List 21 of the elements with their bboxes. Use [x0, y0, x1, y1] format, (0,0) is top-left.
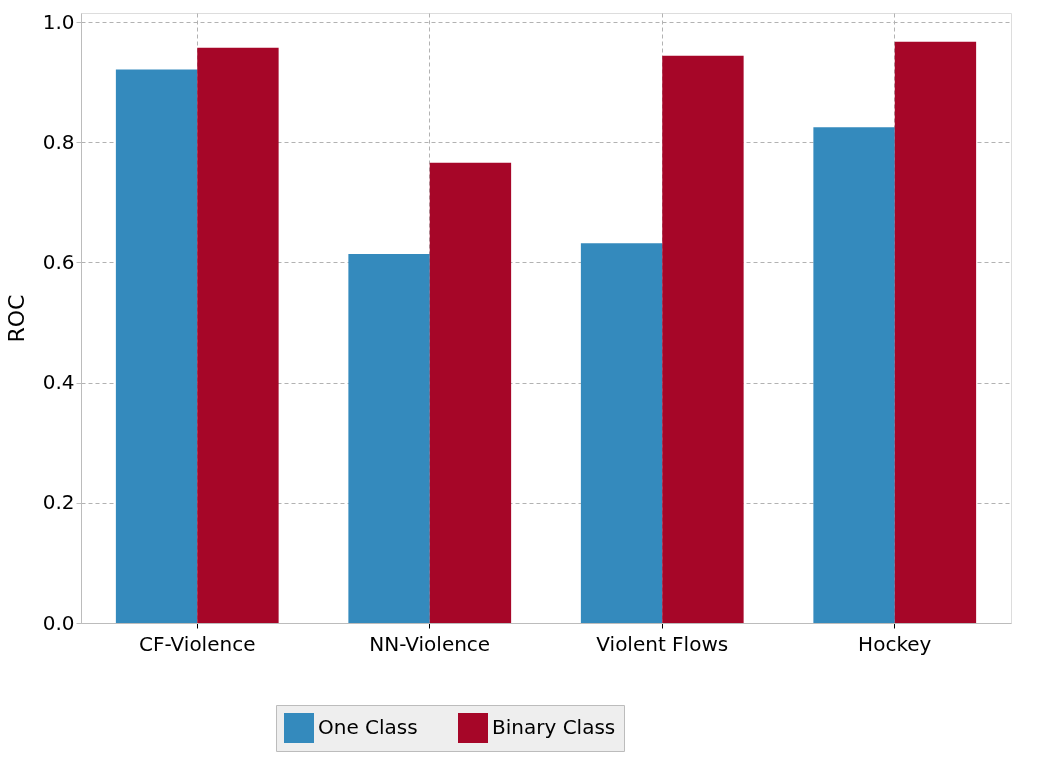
y-axis-title: ROC [3, 294, 29, 343]
y-tick-label: 0.8 [42, 129, 75, 154]
x-tick-label: Hockey [858, 631, 932, 656]
bar [197, 47, 279, 623]
legend-label: One Class [318, 715, 418, 739]
y-tick-label: 0.4 [42, 370, 75, 395]
bar [813, 127, 895, 623]
y-tick-label: 0.0 [42, 610, 75, 635]
y-tick-label: 0.2 [42, 490, 75, 515]
bar [348, 254, 430, 623]
x-tick-label: Violent Flows [596, 631, 729, 656]
bar [115, 69, 198, 623]
bar [580, 243, 663, 623]
x-tick-label: CF-Violence [139, 631, 256, 656]
bar [429, 162, 512, 623]
y-tick-label: 1.0 [42, 9, 75, 34]
y-tick-label: 0.6 [42, 249, 75, 274]
bar [662, 55, 744, 623]
bar [894, 41, 977, 623]
x-tick-label: NN-Violence [369, 631, 491, 656]
legend-label: Binary Class [492, 715, 616, 739]
